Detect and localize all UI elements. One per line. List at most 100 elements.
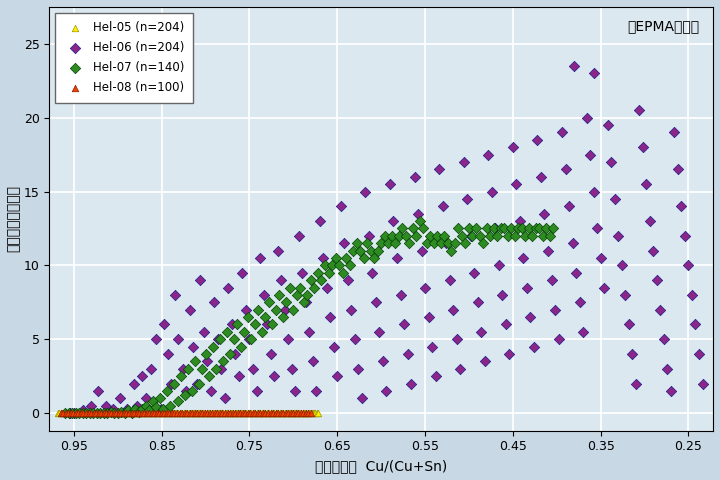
Hel-05 (n=204): [253, 409, 265, 417]
Hel-08 (n=100): [290, 409, 302, 417]
Hel-05 (n=204): [232, 409, 243, 417]
Hel-08 (n=100): [106, 409, 117, 417]
Hel-07 (n=140): [119, 409, 130, 417]
Hel-08 (n=100): [148, 409, 160, 417]
Hel-07 (n=140): [513, 225, 524, 232]
Hel-07 (n=140): [122, 406, 134, 414]
Hel-06 (n=204): [451, 336, 462, 343]
Hel-07 (n=140): [287, 306, 299, 313]
Hel-06 (n=204): [503, 350, 515, 358]
Hel-05 (n=204): [292, 409, 303, 417]
Hel-06 (n=204): [169, 291, 181, 299]
Hel-08 (n=100): [131, 409, 143, 417]
Hel-07 (n=140): [421, 240, 433, 247]
Hel-08 (n=100): [176, 409, 188, 417]
Hel-05 (n=204): [96, 409, 107, 417]
Hel-05 (n=204): [275, 409, 287, 417]
Hel-07 (n=140): [225, 350, 236, 358]
Hel-07 (n=140): [137, 405, 148, 412]
Hel-08 (n=100): [146, 409, 158, 417]
Hel-05 (n=204): [196, 409, 207, 417]
Hel-05 (n=204): [176, 409, 188, 417]
Hel-05 (n=204): [76, 409, 88, 417]
Hel-06 (n=204): [465, 232, 477, 240]
Hel-07 (n=140): [144, 406, 156, 414]
Hel-06 (n=204): [500, 321, 512, 328]
Hel-05 (n=204): [71, 409, 82, 417]
Hel-06 (n=204): [321, 284, 333, 291]
Hel-07 (n=140): [463, 225, 474, 232]
Hel-07 (n=140): [242, 313, 253, 321]
Hel-05 (n=204): [307, 409, 319, 417]
Hel-05 (n=204): [278, 409, 289, 417]
Hel-08 (n=100): [222, 409, 233, 417]
Hel-07 (n=140): [449, 240, 461, 247]
Hel-05 (n=204): [160, 409, 171, 417]
Hel-07 (n=140): [105, 408, 117, 415]
Hel-08 (n=100): [215, 409, 226, 417]
Hel-08 (n=100): [174, 409, 185, 417]
Hel-08 (n=100): [161, 409, 173, 417]
Hel-08 (n=100): [163, 409, 175, 417]
Hel-07 (n=140): [266, 321, 278, 328]
Hel-06 (n=204): [686, 291, 698, 299]
Hel-06 (n=204): [205, 387, 217, 395]
Hel-06 (n=204): [557, 129, 568, 136]
Hel-06 (n=204): [209, 299, 220, 306]
Hel-05 (n=204): [276, 409, 288, 417]
Hel-06 (n=204): [325, 313, 336, 321]
Hel-06 (n=204): [654, 306, 666, 313]
Hel-06 (n=204): [630, 380, 642, 387]
Hel-08 (n=100): [209, 409, 220, 417]
Hel-07 (n=140): [446, 247, 457, 254]
Hel-06 (n=204): [441, 240, 452, 247]
Hel-07 (n=140): [70, 409, 81, 417]
Hel-08 (n=100): [217, 409, 228, 417]
Hel-07 (n=140): [534, 225, 545, 232]
Hel-08 (n=100): [197, 409, 208, 417]
Hel-05 (n=204): [248, 409, 260, 417]
Hel-05 (n=204): [60, 409, 71, 417]
Hel-06 (n=204): [553, 336, 564, 343]
Hel-05 (n=204): [92, 409, 104, 417]
Hel-08 (n=100): [85, 409, 96, 417]
Hel-07 (n=140): [505, 225, 517, 232]
Hel-05 (n=204): [102, 409, 114, 417]
Hel-06 (n=204): [585, 151, 596, 158]
Hel-06 (n=204): [177, 365, 189, 372]
Hel-07 (n=140): [203, 372, 215, 380]
Hel-08 (n=100): [158, 409, 170, 417]
Hel-08 (n=100): [90, 409, 102, 417]
Hel-06 (n=204): [191, 380, 202, 387]
Hel-06 (n=204): [338, 240, 350, 247]
Hel-05 (n=204): [124, 409, 135, 417]
Hel-06 (n=204): [307, 358, 318, 365]
Hel-05 (n=204): [308, 409, 320, 417]
Hel-06 (n=204): [346, 306, 357, 313]
Hel-06 (n=204): [331, 372, 343, 380]
Hel-06 (n=204): [535, 173, 546, 180]
Hel-06 (n=204): [145, 365, 157, 372]
Hel-06 (n=204): [131, 402, 143, 409]
Hel-08 (n=100): [143, 409, 155, 417]
Hel-07 (n=140): [453, 225, 464, 232]
Hel-06 (n=204): [136, 372, 148, 380]
Hel-05 (n=204): [120, 409, 132, 417]
Hel-07 (n=140): [481, 225, 492, 232]
Hel-08 (n=100): [232, 409, 243, 417]
Hel-05 (n=204): [211, 409, 222, 417]
Hel-08 (n=100): [260, 409, 271, 417]
Hel-07 (n=140): [281, 299, 292, 306]
Hel-07 (n=140): [147, 397, 158, 405]
Hel-05 (n=204): [71, 409, 83, 417]
Hel-05 (n=204): [225, 409, 237, 417]
Hel-05 (n=204): [129, 409, 140, 417]
Hel-06 (n=204): [366, 269, 378, 276]
Hel-05 (n=204): [257, 409, 269, 417]
Hel-06 (n=204): [619, 291, 631, 299]
Hel-05 (n=204): [306, 409, 318, 417]
Hel-05 (n=204): [198, 409, 210, 417]
Hel-08 (n=100): [78, 409, 89, 417]
Hel-05 (n=204): [192, 409, 203, 417]
Hel-06 (n=204): [275, 276, 287, 284]
